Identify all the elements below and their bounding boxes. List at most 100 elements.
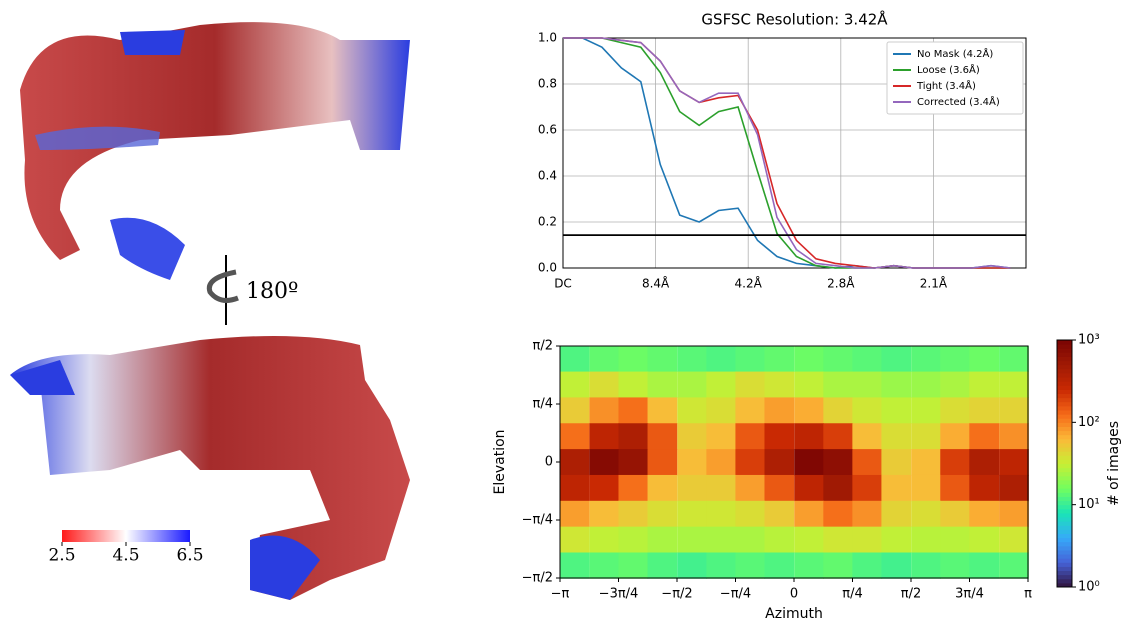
- x-tick-label: π/4: [842, 587, 862, 602]
- x-tick-label: −π/4: [720, 587, 751, 602]
- colorbar-segment: [1057, 393, 1072, 399]
- x-tick-label: −3π/4: [599, 587, 639, 602]
- colorbar-tick-label: 10²: [1078, 415, 1100, 430]
- heat-cell: [940, 345, 971, 373]
- colorbar-segment: [1057, 426, 1072, 432]
- heat-cell: [618, 526, 649, 553]
- colorbar-segment: [1057, 401, 1072, 407]
- colorbar-segment: [1057, 521, 1072, 526]
- heat-cell: [940, 526, 971, 553]
- heat-cell: [618, 371, 649, 398]
- heat-cell: [852, 397, 883, 424]
- colorbar-segment: [1057, 377, 1072, 382]
- heat-cell: [589, 397, 620, 424]
- heat-cell: [589, 345, 620, 373]
- colorbar-segment: [1057, 574, 1072, 580]
- chart-title: GSFSC Resolution: 3.42Å: [701, 10, 888, 29]
- heat-cell: [940, 449, 971, 476]
- heat-cell: [764, 371, 795, 398]
- heat-cell: [794, 345, 825, 373]
- colorbar-segment: [1057, 558, 1072, 563]
- heat-cell: [969, 371, 1000, 398]
- legend-label: Tight (3.4Å): [916, 79, 976, 92]
- heat-cell: [677, 423, 708, 450]
- heat-cell: [589, 526, 620, 553]
- colorbar-segment: [1057, 500, 1072, 506]
- colorbar-segment: [1057, 405, 1072, 411]
- heat-cell: [794, 423, 825, 450]
- heat-cell: [881, 449, 912, 476]
- colorbar-segment: [1057, 344, 1072, 349]
- heat-cell: [940, 474, 971, 502]
- colorbar-segment: [1057, 389, 1072, 395]
- heat-cell: [999, 526, 1029, 553]
- heat-cell: [706, 500, 737, 528]
- x-tick-label: DC: [554, 277, 572, 291]
- y-tick-label: 1.0: [538, 31, 557, 45]
- heat-cell: [589, 552, 620, 579]
- colorbar-segment: [1057, 381, 1072, 386]
- heat-cell: [559, 371, 590, 398]
- heat-cell: [852, 345, 883, 373]
- heat-cell: [764, 449, 795, 476]
- colorbar-tick-label: 10³: [1078, 333, 1100, 348]
- colorbar-segment: [1057, 541, 1072, 547]
- x-tick-label: 8.4Å: [642, 276, 670, 291]
- heat-cell: [794, 474, 825, 502]
- heat-cell: [999, 449, 1029, 476]
- heat-cell: [823, 526, 854, 553]
- colorbar-segment: [1057, 372, 1072, 378]
- heat-cell: [852, 449, 883, 476]
- colorbar-segment: [1057, 451, 1072, 456]
- heat-cell: [677, 500, 708, 528]
- colorbar-segment: [1057, 352, 1072, 357]
- heat-cell: [559, 474, 590, 502]
- heat-cell: [881, 371, 912, 398]
- heat-cell: [677, 526, 708, 553]
- heat-cell: [618, 449, 649, 476]
- heat-cell: [764, 397, 795, 424]
- colorbar-segment: [1057, 512, 1072, 518]
- colorbar-segment: [1057, 529, 1072, 534]
- x-tick-label: π/2: [901, 587, 921, 602]
- heat-cell: [794, 500, 825, 528]
- x-axis-label: Azimuth: [765, 606, 823, 622]
- colorbar-segment: [1057, 422, 1072, 427]
- heat-cell: [677, 397, 708, 424]
- heat-cell: [911, 345, 941, 373]
- colorbar-segment: [1057, 479, 1072, 485]
- colorbar-segment: [1057, 508, 1072, 514]
- heat-cell: [764, 423, 795, 450]
- heat-cell: [823, 371, 854, 398]
- heat-cell: [618, 474, 649, 502]
- heat-cell: [677, 552, 708, 579]
- heat-cell: [794, 552, 825, 579]
- colorbar-segment: [1057, 492, 1072, 497]
- colorbar-tick-label: 6.5: [176, 546, 203, 566]
- colorbar-segment: [1057, 549, 1072, 555]
- colorbar-segment: [1057, 442, 1072, 448]
- heat-cell: [647, 397, 678, 424]
- heat-cell: [706, 474, 737, 502]
- heat-cell: [969, 423, 1000, 450]
- heat-cell: [735, 449, 766, 476]
- heat-cell: [559, 552, 590, 579]
- molecule-view-top: [20, 22, 410, 280]
- heat-cell: [706, 371, 737, 398]
- heat-cell: [559, 500, 590, 528]
- y-tick-label: 0.8: [538, 77, 557, 91]
- rotation-arrow: 180º: [206, 255, 298, 325]
- colorbar-segment: [1057, 340, 1072, 345]
- y-axis-label: Elevation: [492, 429, 508, 494]
- colorbar-segment: [1057, 578, 1072, 584]
- colorbar-segment: [1057, 496, 1072, 502]
- heat-cell: [706, 552, 737, 579]
- heat-cell: [589, 449, 620, 476]
- heat-cell: [940, 371, 971, 398]
- heat-cell: [969, 449, 1000, 476]
- x-tick-label: π: [1024, 587, 1032, 602]
- heat-cell: [735, 371, 766, 398]
- heat-cell: [735, 423, 766, 450]
- colorbar-segment: [1057, 504, 1072, 510]
